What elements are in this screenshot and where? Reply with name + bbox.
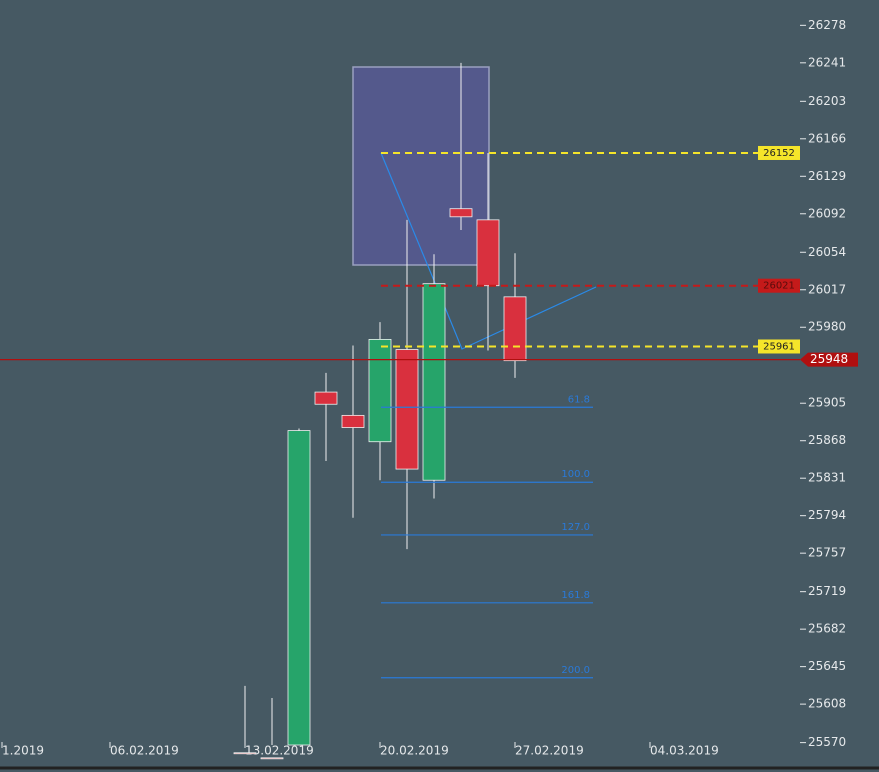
y-tick-label: 26166 <box>808 131 846 145</box>
price-label: 25961 <box>763 341 795 352</box>
candle-body <box>233 752 257 755</box>
price-label: 26152 <box>763 148 795 159</box>
fib-label: 100.0 <box>561 469 590 480</box>
y-tick-label: 25719 <box>808 584 846 598</box>
trend-line <box>380 152 597 350</box>
x-tick-label: 04.03.2019 <box>650 744 719 758</box>
fib-label: 61.8 <box>568 394 590 405</box>
price-label-box <box>758 278 800 293</box>
y-tick-label: 25831 <box>808 471 846 485</box>
y-tick-label: 25757 <box>808 546 846 560</box>
candle-body <box>449 208 473 218</box>
y-tick-label: 26278 <box>808 18 846 32</box>
candle-body <box>422 283 446 481</box>
y-tick-label: 25980 <box>808 320 846 334</box>
fib-label: 161.8 <box>561 590 590 601</box>
y-tick-label: 25645 <box>808 659 846 673</box>
candle-body <box>287 430 311 746</box>
y-tick-label: 26203 <box>808 94 846 108</box>
candle-body <box>395 349 419 470</box>
y-tick-label: 25868 <box>808 433 846 447</box>
y-tick-label: 26054 <box>808 245 846 259</box>
y-tick-label: 25570 <box>808 735 846 749</box>
y-tick-label: 25905 <box>808 396 846 410</box>
fib-label: 127.0 <box>561 522 590 533</box>
price-label: 26021 <box>763 281 795 292</box>
y-tick-label: 26241 <box>808 55 846 69</box>
y-tick-label: 26092 <box>808 206 846 220</box>
x-tick-label: 1.2019 <box>2 744 44 758</box>
y-tick-label: 25682 <box>808 622 846 636</box>
x-tick-label: 13.02.2019 <box>245 744 314 758</box>
y-tick-label: 25794 <box>808 508 846 522</box>
price-label-box <box>758 339 800 354</box>
last-price-label: 25948 <box>810 352 848 366</box>
candle-body <box>314 391 338 405</box>
zone-box <box>352 66 490 266</box>
candle-body <box>260 757 284 760</box>
last-price-box <box>800 352 858 367</box>
x-tick-label: 27.02.2019 <box>515 744 584 758</box>
x-tick-label: 06.02.2019 <box>110 744 179 758</box>
candle-body <box>368 338 392 443</box>
x-tick-label: 20.02.2019 <box>380 744 449 758</box>
fib-label: 200.0 <box>561 665 590 676</box>
price-label-box <box>758 145 800 160</box>
candle-body <box>341 414 365 428</box>
y-tick-label: 25608 <box>808 697 846 711</box>
candle-body <box>476 219 500 287</box>
candle-body <box>503 296 527 362</box>
candles <box>233 62 527 760</box>
y-tick-label: 26017 <box>808 282 846 296</box>
y-tick-label: 26129 <box>808 169 846 183</box>
